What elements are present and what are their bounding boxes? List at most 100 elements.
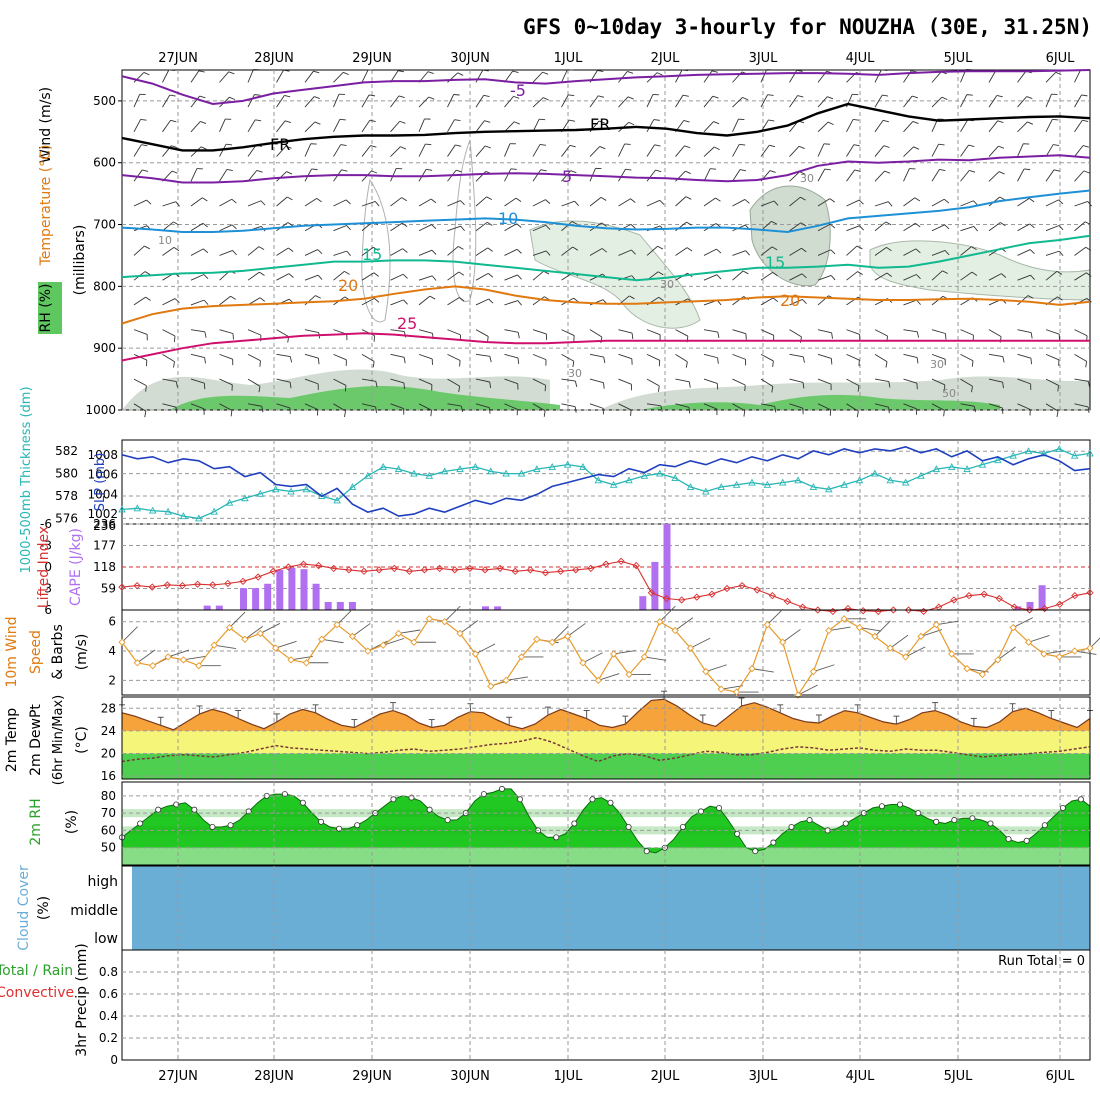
wind-barb-staff	[1074, 69, 1082, 83]
wind-barb-flag	[203, 274, 209, 280]
wind-barb-flag	[769, 144, 776, 148]
wind-barb-staff	[1074, 272, 1087, 281]
wind-barb-staff	[162, 298, 176, 306]
wind-barb	[247, 94, 261, 108]
rh-point	[1023, 837, 1030, 844]
wind-barb	[133, 329, 148, 341]
wind-barb-staff	[732, 378, 746, 386]
rh-point	[571, 820, 578, 827]
wind-barb	[589, 95, 605, 108]
thickness-point	[440, 467, 449, 475]
wind-barb	[817, 378, 832, 391]
wind-barb-staff	[874, 329, 888, 337]
wind-barb	[903, 329, 920, 338]
wind-barb	[219, 250, 237, 256]
wind10m-point	[1070, 647, 1079, 655]
wind-barb-flag	[771, 220, 777, 225]
wind-barb-flag	[460, 225, 465, 232]
wind-barb	[304, 295, 321, 306]
wind10m-point	[210, 641, 218, 649]
x-tick-label-bottom: 6JUL	[1046, 1069, 1076, 1084]
wind-barb-flag	[887, 201, 893, 207]
wind-barb	[219, 353, 234, 366]
wind-barb-staff	[931, 353, 946, 360]
wind-barb	[589, 403, 604, 415]
wind-barb-flag	[631, 249, 636, 255]
wind-barb-flag	[259, 360, 261, 367]
wind-barb-flag	[517, 300, 522, 306]
wind-barb-flag	[773, 200, 779, 206]
x-tick-label-bottom: 30JUN	[450, 1069, 490, 1084]
li-point	[314, 561, 323, 570]
wind-barb	[760, 353, 774, 367]
wind-barb-flag	[317, 274, 323, 280]
rh-contour	[452, 139, 477, 303]
wind-barb-staff	[960, 225, 974, 232]
wind-barb	[447, 200, 465, 207]
wind10m-barb	[352, 623, 371, 637]
thickness-tick-label: 578	[55, 489, 78, 503]
wind-barb-flag	[401, 197, 408, 202]
thickness-point	[333, 496, 341, 504]
wind-barb-flag	[657, 245, 664, 250]
wind-barb-staff	[646, 378, 660, 387]
wind-barb-flag	[171, 170, 178, 174]
wind-barb	[846, 119, 860, 133]
wind-barb-flag	[767, 94, 774, 96]
wind-barb-staff	[361, 69, 369, 83]
li-point	[965, 592, 973, 600]
wind-barb-flag	[232, 333, 234, 340]
wind-barb-staff	[618, 249, 632, 256]
wind-barb	[589, 248, 608, 256]
wind10m-point	[932, 621, 940, 629]
wind-barb	[475, 94, 490, 108]
wind-barb	[276, 120, 291, 133]
wind-barb-flag	[568, 94, 575, 97]
wind-barb	[504, 121, 520, 133]
wind-barb	[333, 250, 351, 257]
li-point	[617, 557, 625, 565]
wind-barb-staff	[589, 378, 604, 384]
wind-barb-staff	[789, 171, 801, 182]
wind-barb-staff	[789, 247, 802, 256]
wind-barb-flag	[232, 250, 237, 256]
wind-barb-flag	[571, 221, 578, 225]
wind-barb-flag	[797, 95, 804, 98]
wind-barb	[219, 403, 233, 417]
wind-barb-flag	[911, 95, 918, 99]
wind-barb	[1017, 378, 1032, 390]
wind-barb-flag	[827, 121, 834, 126]
thickness-point	[609, 480, 618, 488]
wind-barb-flag	[913, 146, 920, 150]
wind-barb	[1045, 353, 1060, 366]
cape-bar	[651, 561, 659, 610]
wind-barb	[903, 168, 916, 182]
wind-barb-staff	[1074, 378, 1089, 382]
wind-barb-flag	[1058, 225, 1064, 231]
contour-label: 15	[362, 245, 382, 264]
thickness-point	[410, 469, 418, 477]
wind-barb	[247, 271, 265, 281]
wind10m-point	[256, 629, 264, 638]
wind-barb	[675, 221, 692, 232]
wind-barb-staff	[190, 70, 200, 83]
wind-barb-staff	[532, 144, 541, 157]
wind10m-barb	[721, 685, 744, 690]
wind-barb-staff	[304, 143, 312, 157]
wind-barb-staff	[703, 146, 715, 157]
wind-barb-flag	[431, 275, 437, 281]
wind10m-axis-label-1: 10m Wind	[4, 616, 20, 687]
wind-barb	[874, 272, 893, 281]
wind-barb-staff	[760, 329, 774, 336]
wind-barb-staff	[247, 246, 260, 256]
pressure-tick-label: 600	[93, 156, 116, 170]
wind-barb	[390, 146, 407, 157]
wind-barb	[760, 144, 776, 157]
wind-barb-staff	[447, 271, 460, 281]
wind-barb	[475, 120, 491, 133]
wind-barb-staff	[190, 299, 205, 306]
wind-barb-staff	[874, 170, 885, 182]
cape-bar	[324, 601, 332, 610]
wind-barb-flag	[203, 248, 209, 254]
wind-barb-staff	[504, 121, 515, 133]
